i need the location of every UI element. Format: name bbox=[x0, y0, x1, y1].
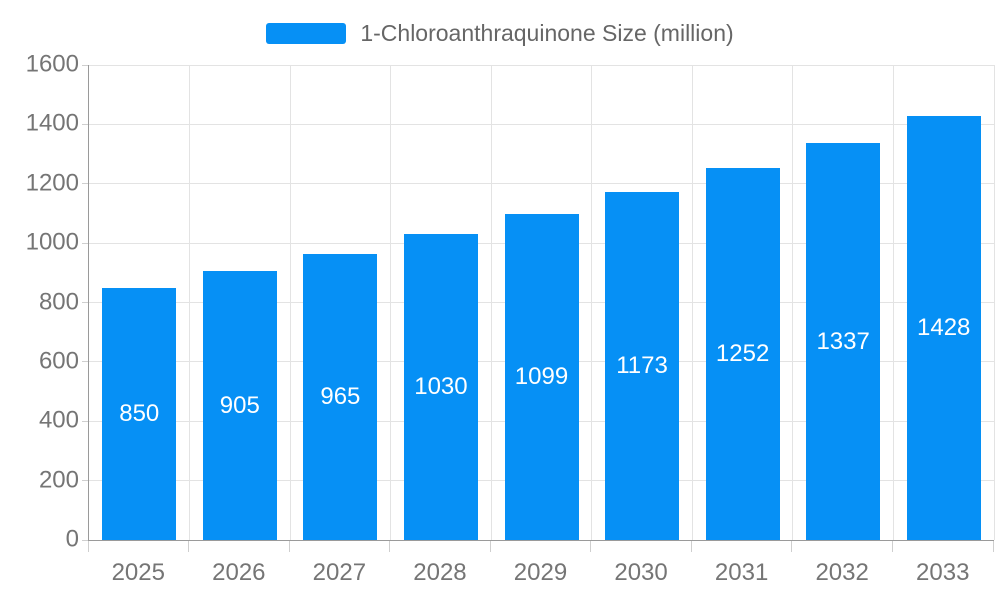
y-axis-tick bbox=[82, 302, 88, 303]
y-axis-tick bbox=[82, 183, 88, 185]
x-axis-tick bbox=[489, 541, 491, 552]
y-axis-tick-label: 1000 bbox=[25, 228, 79, 256]
x-axis: 2025 2026 2027 2028 2029 2030 2031 2032 2033 bbox=[87, 541, 994, 600]
x-axis-tick bbox=[87, 541, 89, 552]
bar[interactable]: 1030 bbox=[403, 234, 478, 540]
legend-swatch-icon[interactable] bbox=[266, 22, 347, 44]
x-axis-tick bbox=[288, 541, 290, 552]
gridline-horizontal bbox=[89, 64, 994, 66]
gridline-vertical bbox=[289, 65, 291, 540]
y-axis-tick bbox=[82, 242, 88, 244]
bar[interactable]: 1099 bbox=[504, 213, 579, 540]
bar-value-label: 850 bbox=[119, 399, 160, 427]
gridline-vertical bbox=[993, 65, 995, 540]
legend-label[interactable]: 1-Chloroanthraquinone Size (million) bbox=[360, 19, 734, 46]
legend[interactable]: 1-Chloroanthraquinone Size (million) bbox=[0, 14, 1000, 52]
y-axis-tick-label: 200 bbox=[38, 466, 79, 494]
x-axis-tick bbox=[690, 541, 692, 552]
gridline-vertical bbox=[591, 65, 593, 540]
bar[interactable]: 1252 bbox=[705, 168, 780, 540]
x-axis-tick bbox=[891, 541, 893, 552]
bar-value-label: 1173 bbox=[616, 351, 668, 379]
gridline-vertical bbox=[892, 65, 894, 540]
bar-value-label: 905 bbox=[219, 391, 260, 419]
bar-value-label: 1428 bbox=[917, 314, 971, 342]
x-axis-tick-label: 2030 bbox=[614, 559, 668, 586]
y-axis-tick bbox=[82, 539, 88, 541]
x-axis-tick bbox=[188, 541, 190, 552]
bar-value-label: 1337 bbox=[816, 327, 870, 355]
y-axis-tick bbox=[82, 420, 88, 422]
y-axis-tick-label: 1600 bbox=[25, 50, 79, 78]
y-axis-tick-label: 1400 bbox=[25, 109, 79, 137]
x-axis-tick-label: 2026 bbox=[212, 559, 266, 586]
bar-value-label: 1030 bbox=[414, 373, 468, 401]
x-axis-tick-label: 2029 bbox=[513, 559, 568, 586]
y-axis-tick bbox=[82, 361, 88, 363]
x-axis-tick-label: 2027 bbox=[312, 559, 367, 586]
plot-area: 850 905 965 1030 1099 1173 1252 1337 1428 bbox=[88, 64, 995, 541]
y-axis-tick-label: 1200 bbox=[25, 169, 79, 197]
x-axis-tick bbox=[791, 541, 793, 552]
x-axis-tick bbox=[992, 541, 994, 552]
y-axis-tick-label: 400 bbox=[38, 406, 79, 434]
bar[interactable]: 1428 bbox=[906, 116, 981, 540]
x-axis-tick-label: 2025 bbox=[111, 559, 165, 586]
gridline-vertical bbox=[490, 65, 492, 540]
bar[interactable]: 965 bbox=[303, 253, 378, 540]
y-axis-tick-label: 600 bbox=[38, 347, 79, 375]
y-axis-tick bbox=[82, 64, 88, 66]
y-axis-tick-label: 0 bbox=[65, 525, 79, 553]
gridline-vertical bbox=[792, 65, 794, 540]
gridline-vertical bbox=[390, 65, 392, 540]
bar[interactable]: 905 bbox=[202, 271, 277, 540]
x-axis-tick bbox=[389, 541, 391, 552]
bar-value-label: 1099 bbox=[514, 362, 569, 390]
bar-value-label: 965 bbox=[320, 382, 361, 410]
y-axis-tick bbox=[82, 123, 88, 125]
y-axis-tick-label: 800 bbox=[38, 287, 79, 315]
gridline-horizontal bbox=[89, 183, 994, 185]
y-axis-tick bbox=[82, 480, 88, 482]
bar[interactable]: 850 bbox=[102, 287, 177, 540]
bar[interactable]: 1173 bbox=[605, 191, 680, 540]
x-axis-tick bbox=[590, 541, 592, 552]
x-axis-tick-label: 2028 bbox=[413, 559, 467, 586]
x-axis-tick-label: 2032 bbox=[815, 559, 869, 586]
bar[interactable]: 1337 bbox=[806, 143, 881, 540]
x-axis-tick-label: 2031 bbox=[714, 559, 769, 586]
y-axis: 0 200 400 600 800 1000 1200 1400 1600 bbox=[0, 50, 88, 552]
bar-value-label: 1252 bbox=[715, 340, 770, 368]
x-axis-tick-label: 2033 bbox=[916, 559, 970, 586]
gridline-vertical bbox=[189, 65, 191, 540]
gridline-vertical bbox=[691, 65, 693, 540]
gridline-horizontal bbox=[89, 123, 994, 125]
